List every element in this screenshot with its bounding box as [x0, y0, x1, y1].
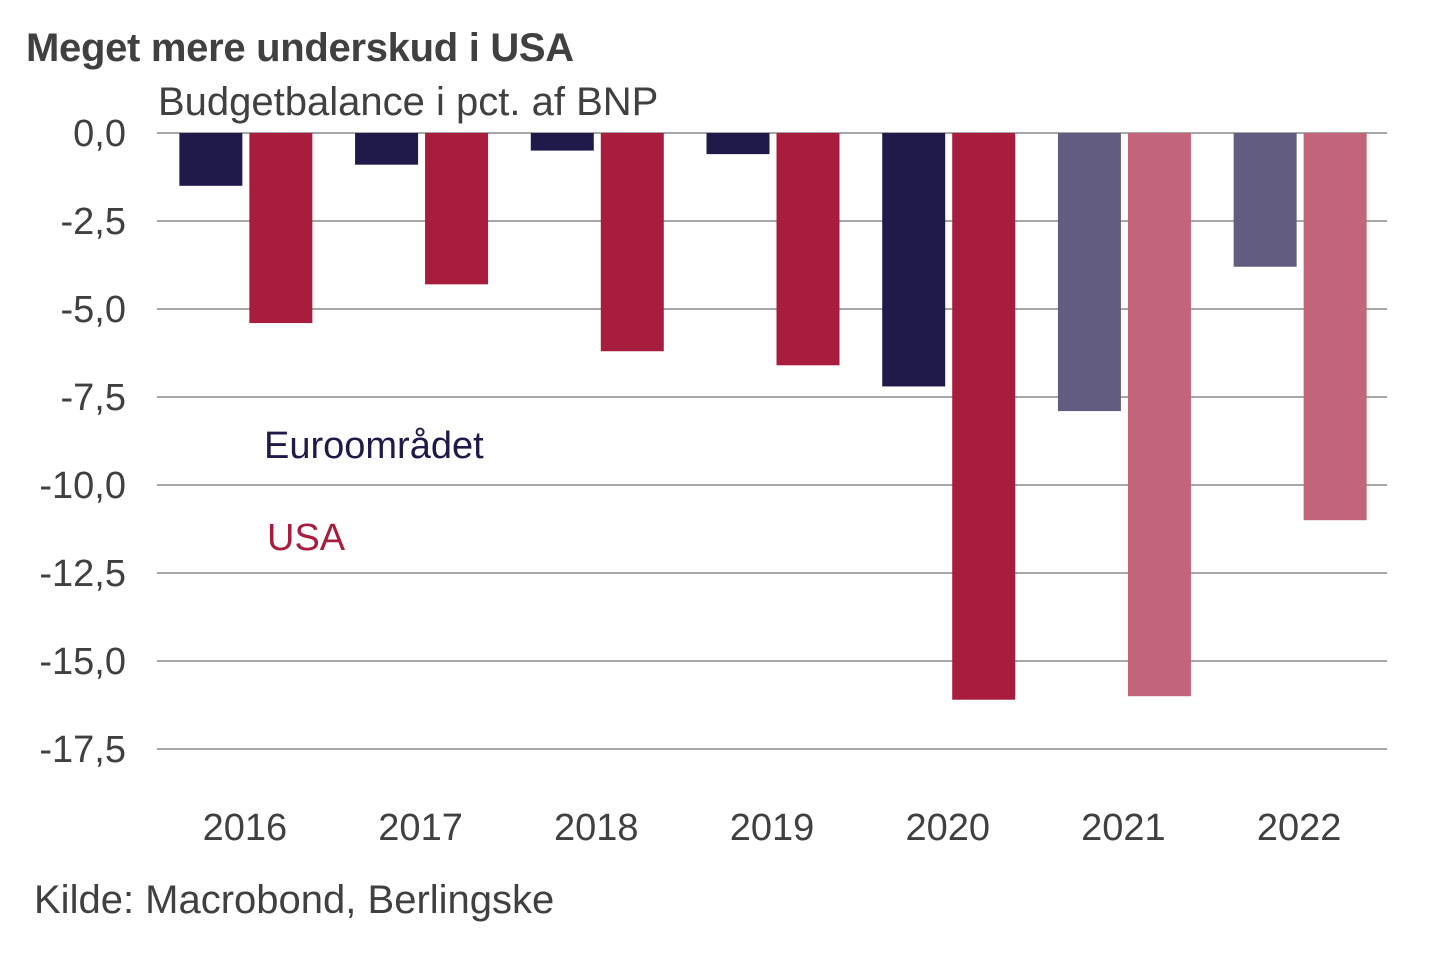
bar-usa-2022: [1303, 133, 1367, 521]
x-tick-label: 2022: [1257, 807, 1342, 849]
x-tick-label: 2018: [554, 807, 639, 849]
y-tick-label: -15,0: [39, 641, 126, 683]
x-tick-label: 2020: [905, 807, 990, 849]
bar-usa-2018: [600, 133, 664, 352]
bar-usa-2019: [776, 133, 840, 366]
bar-euroomraadet-2018: [530, 133, 594, 151]
bar-euroomraadet-2021: [1057, 133, 1121, 412]
legend-euroomraadet: Euroområdet: [264, 425, 484, 467]
bar-usa-2020: [952, 133, 1016, 700]
x-tick-label: 2019: [730, 807, 815, 849]
y-tick-label: -5,0: [61, 289, 126, 331]
bar-euroomraadet-2017: [355, 133, 419, 165]
chart-subtitle: Budgetbalance i pct. af BNP: [158, 80, 659, 124]
legend-usa: USA: [267, 517, 346, 559]
chart-title: Meget mere underskud i USA: [26, 26, 574, 70]
bars: [179, 133, 1367, 700]
y-tick-label: -12,5: [39, 553, 126, 595]
bar-usa-2021: [1127, 133, 1191, 697]
y-tick-label: 0,0: [73, 113, 126, 155]
y-tick-label: -17,5: [39, 729, 126, 771]
x-tick-label: 2017: [378, 807, 463, 849]
x-tick-label: 2016: [203, 807, 288, 849]
source-note: Kilde: Macrobond, Berlingske: [34, 878, 555, 922]
bar-euroomraadet-2022: [1233, 133, 1297, 267]
bar-euroomraadet-2019: [706, 133, 770, 155]
legend: Euroområdet USA: [264, 425, 484, 559]
y-tick-label: -7,5: [61, 377, 126, 419]
y-tick-label: -10,0: [39, 465, 126, 507]
y-tick-label: -2,5: [61, 201, 126, 243]
bar-usa-2017: [425, 133, 489, 285]
bar-euroomraadet-2020: [882, 133, 946, 387]
y-axis-ticks: 0,0 -2,5 -5,0 -7,5 -10,0 -12,5 -15,0 -17,5: [39, 113, 126, 771]
x-tick-label: 2021: [1081, 807, 1166, 849]
bar-euroomraadet-2016: [179, 133, 243, 186]
bar-usa-2016: [249, 133, 313, 324]
x-axis-ticks: 2016 2017 2018 2019 2020 2021 2022: [203, 807, 1342, 849]
